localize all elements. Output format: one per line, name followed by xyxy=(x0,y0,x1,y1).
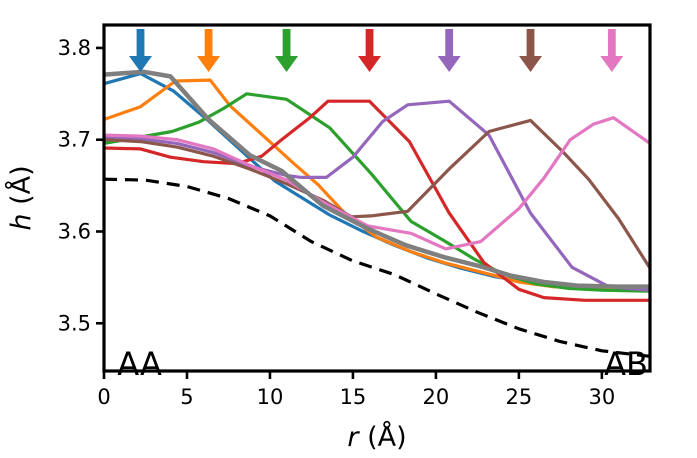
series-line-brown xyxy=(103,118,652,270)
arrow-red-icon xyxy=(358,29,382,72)
axes-frame xyxy=(102,23,652,373)
y-tick-label: 3.5 xyxy=(58,311,91,335)
label-stacking-AB: AB xyxy=(604,345,648,383)
y-tick-label: 3.6 xyxy=(58,219,91,243)
x-tick-label: 5 xyxy=(180,385,193,409)
arrow-orange-icon xyxy=(197,29,221,72)
x-tick-label: 30 xyxy=(589,385,616,409)
y-axis-label: h (Å) xyxy=(5,165,37,230)
x-axis-label: r (Å) xyxy=(347,421,406,453)
series-line-red xyxy=(103,99,650,302)
x-tick-label: 15 xyxy=(340,385,367,409)
series-line-gray xyxy=(103,69,650,289)
series-line-green xyxy=(103,92,651,293)
x-tick-label: 20 xyxy=(423,385,450,409)
x-tick-label: 10 xyxy=(257,385,284,409)
arrow-pink-icon xyxy=(600,29,624,72)
label-stacking-AA: AA xyxy=(117,345,162,383)
arrow-blue-icon xyxy=(129,29,153,72)
arrow-green-icon xyxy=(275,29,299,72)
series-line-pink xyxy=(103,116,651,251)
y-tick-label: 3.7 xyxy=(58,128,91,152)
x-tick-label: 0 xyxy=(97,385,110,409)
arrow-purple-icon xyxy=(437,29,461,72)
series-line-purple xyxy=(103,99,651,292)
y-tick-label: 3.8 xyxy=(58,36,91,60)
x-tick-label: 25 xyxy=(506,385,533,409)
series-line-dashed-black xyxy=(103,177,651,358)
series-line-orange xyxy=(103,78,650,291)
arrow-brown-icon xyxy=(519,29,543,72)
